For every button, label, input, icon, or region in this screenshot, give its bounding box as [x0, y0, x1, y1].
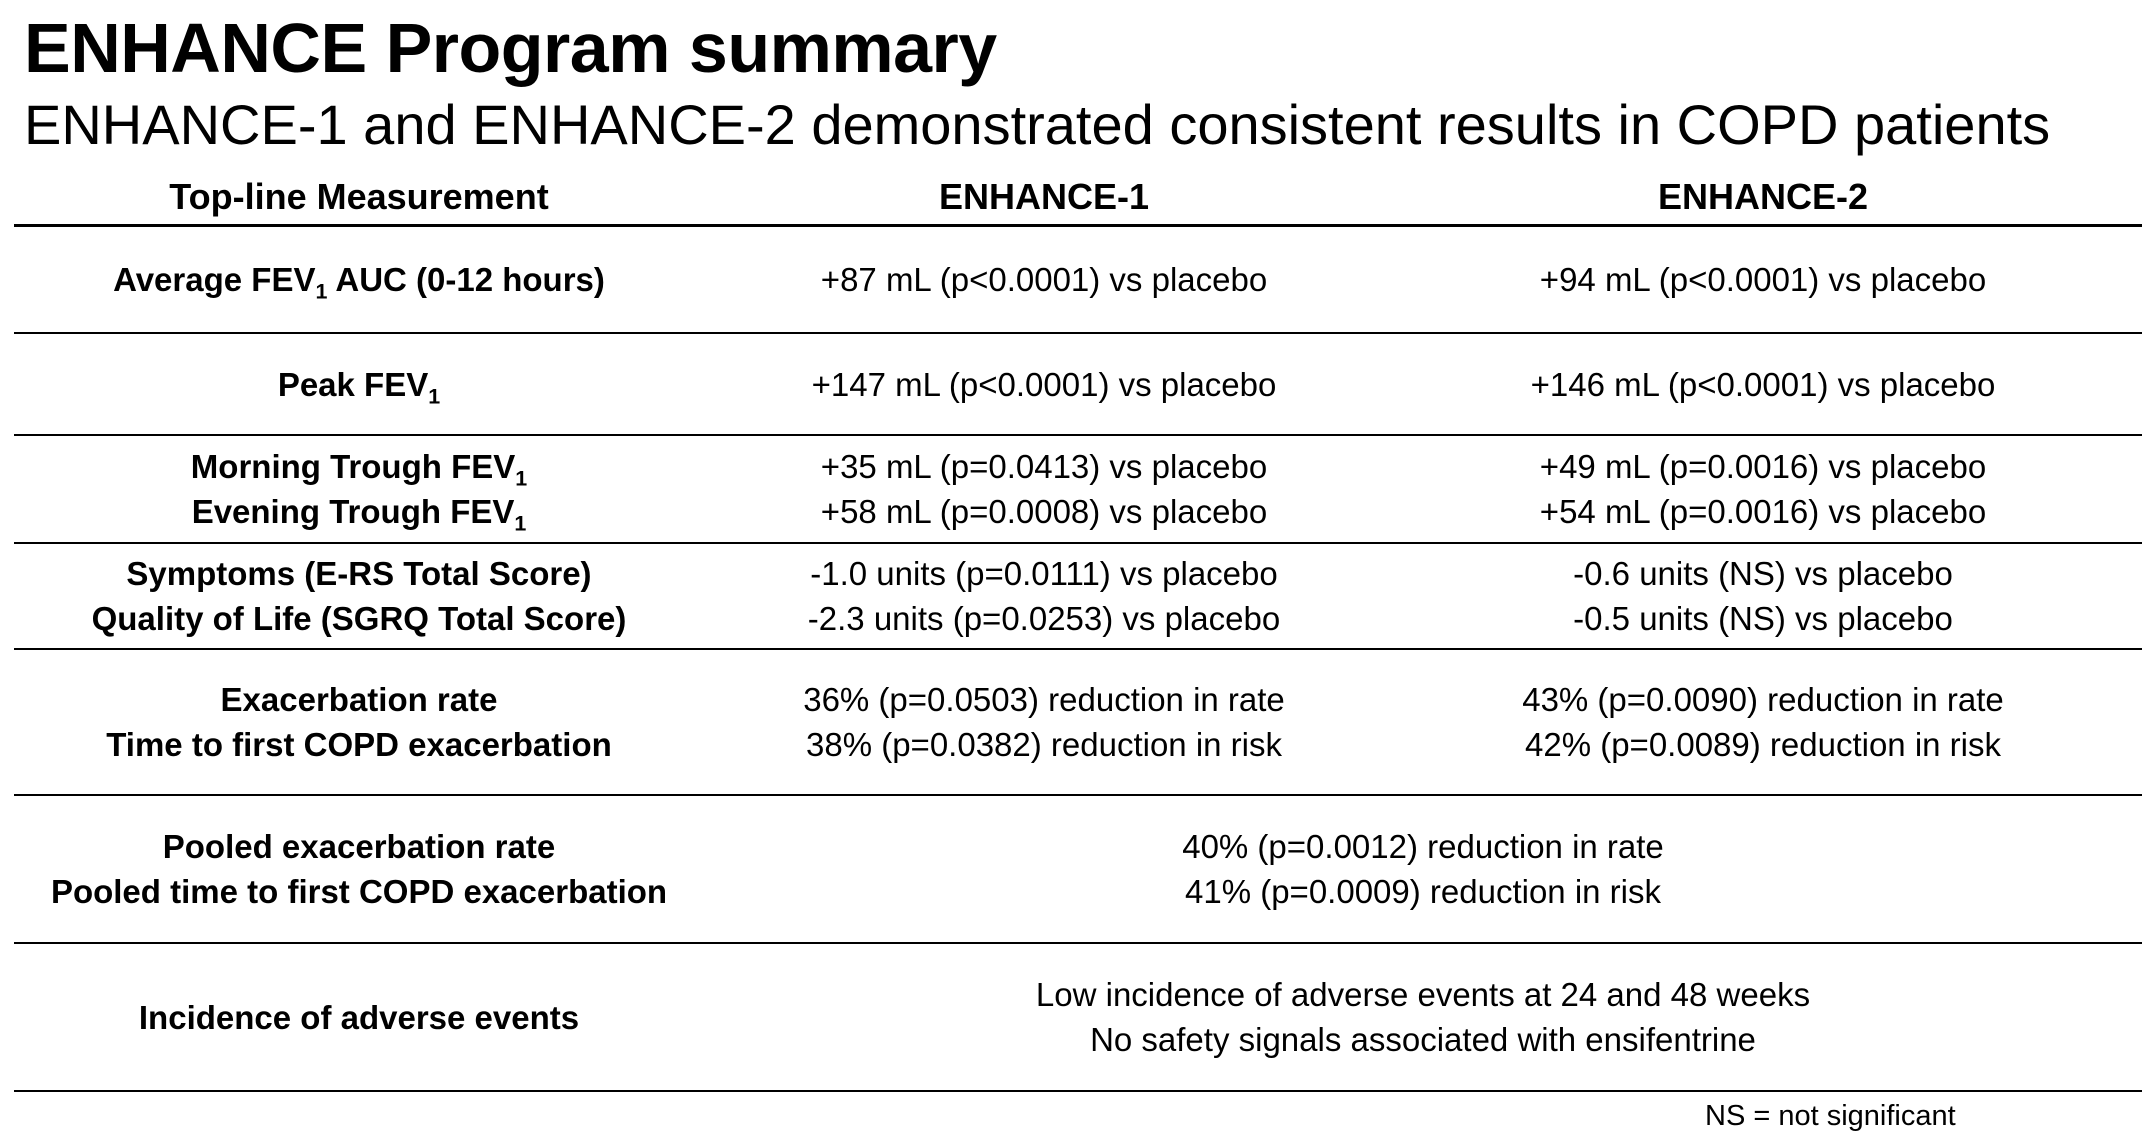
row-divider: [14, 942, 2142, 944]
enhance-1-value: 36% (p=0.0503) reduction in rate 38% (p=…: [704, 650, 1384, 794]
row-measure: Pooled exacerbation rate Pooled time to …: [14, 796, 704, 942]
measure-line: Quality of Life (SGRQ Total Score): [91, 600, 627, 637]
table-header: Top-line Measurement ENHANCE-1 ENHANCE-2: [14, 170, 2142, 222]
row-divider: [14, 1090, 2142, 1092]
enhance-1-value: +147 mL (p<0.0001) vs placebo: [811, 365, 1277, 403]
measure-text: Average FEV: [113, 260, 316, 298]
subscript: 1: [514, 511, 527, 536]
measure-text: Peak FEV: [277, 365, 429, 403]
measure-text: Morning Trough FEV: [190, 448, 516, 485]
value-line: 36% (p=0.0503) reduction in rate: [803, 681, 1285, 718]
value-line: 41% (p=0.0009) reduction in risk: [1184, 873, 1662, 910]
row-measure: Morning Trough FEV1 Evening Trough FEV1: [14, 436, 704, 542]
value-line: +35 mL (p=0.0413) vs placebo: [820, 448, 1268, 485]
measure-line: Evening Trough FEV1: [192, 489, 527, 534]
subscript: 1: [428, 384, 441, 408]
value-line: -0.5 units (NS) vs placebo: [1573, 600, 1953, 637]
value-line: 40% (p=0.0012) reduction in rate: [1182, 828, 1664, 865]
header-divider: [14, 224, 2142, 227]
value-line: -1.0 units (p=0.0111) vs placebo: [810, 555, 1278, 592]
row-divider: [14, 794, 2142, 796]
header-enhance-2: ENHANCE-2: [1657, 175, 1869, 217]
header-measurement: Top-line Measurement: [169, 175, 549, 217]
measure-line: Pooled time to first COPD exacerbation: [50, 873, 668, 910]
measure-line: Exacerbation rate: [220, 681, 498, 718]
table-row: Symptoms (E-RS Total Score) Quality of L…: [14, 544, 2142, 648]
enhance-1-value: -1.0 units (p=0.0111) vs placebo -2.3 un…: [704, 544, 1384, 648]
enhance-2-value: +94 mL (p<0.0001) vs placebo: [1539, 260, 1987, 298]
value-line: 43% (p=0.0090) reduction in rate: [1522, 681, 2004, 718]
subscript: 1: [315, 279, 328, 303]
row-divider: [14, 434, 2142, 436]
table-row: Average FEV1 AUC (0-12 hours) +87 mL (p<…: [14, 226, 2142, 332]
row-measure: Exacerbation rate Time to first COPD exa…: [14, 650, 704, 794]
enhance-1-value: +87 mL (p<0.0001) vs placebo: [820, 260, 1268, 298]
value-line: -0.6 units (NS) vs placebo: [1573, 555, 1953, 592]
value-line: +49 mL (p=0.0016) vs placebo: [1539, 448, 1987, 485]
header-enhance-1: ENHANCE-1: [938, 175, 1150, 217]
table-row: Morning Trough FEV1 Evening Trough FEV1 …: [14, 436, 2142, 542]
measure-line: Pooled exacerbation rate: [162, 828, 556, 865]
row-measure: Peak FEV1: [14, 334, 704, 434]
measure-line: Peak FEV1: [278, 362, 440, 407]
row-divider: [14, 542, 2142, 544]
footnote: NS = not significant: [1705, 1100, 1956, 1132]
row-measure: Incidence of adverse events: [138, 998, 580, 1036]
measure-text: Evening Trough FEV: [191, 493, 515, 530]
measure-line: Time to first COPD exacerbation: [106, 726, 612, 763]
row-measure: Average FEV1 AUC (0-12 hours): [14, 226, 704, 332]
page-subtitle: ENHANCE-1 and ENHANCE-2 demonstrated con…: [24, 93, 2051, 156]
enhance-2-value: -0.6 units (NS) vs placebo -0.5 units (N…: [1384, 544, 2142, 648]
row-divider: [14, 332, 2142, 334]
row-divider: [14, 648, 2142, 650]
enhance-2-value: 43% (p=0.0090) reduction in rate 42% (p=…: [1384, 650, 2142, 794]
page-title: ENHANCE Program summary: [24, 9, 997, 87]
enhance-1-value: +35 mL (p=0.0413) vs placebo +58 mL (p=0…: [704, 436, 1384, 542]
value-line: Low incidence of adverse events at 24 an…: [1035, 976, 1811, 1013]
table-row: Pooled exacerbation rate Pooled time to …: [14, 796, 2142, 942]
value-line: -2.3 units (p=0.0253) vs placebo: [807, 600, 1281, 637]
value-line: 38% (p=0.0382) reduction in risk: [805, 726, 1283, 763]
pooled-value: 40% (p=0.0012) reduction in rate 41% (p=…: [704, 796, 2142, 942]
measure-line: Symptoms (E-RS Total Score): [126, 555, 592, 592]
safety-value: Low incidence of adverse events at 24 an…: [704, 944, 2142, 1090]
measure-line: Average FEV1 AUC (0-12 hours): [113, 257, 605, 302]
value-line: No safety signals associated with ensife…: [1090, 1021, 1756, 1058]
table-row: Peak FEV1 +147 mL (p<0.0001) vs placebo …: [14, 334, 2142, 434]
enhance-2-value: +146 mL (p<0.0001) vs placebo: [1530, 365, 1996, 403]
measure-text: AUC (0-12 hours): [335, 260, 605, 298]
row-measure: Symptoms (E-RS Total Score) Quality of L…: [14, 544, 704, 648]
value-line: +58 mL (p=0.0008) vs placebo: [820, 493, 1268, 530]
subscript: 1: [515, 466, 528, 491]
value-line: 42% (p=0.0089) reduction in risk: [1524, 726, 2002, 763]
value-line: +54 mL (p=0.0016) vs placebo: [1539, 493, 1987, 530]
enhance-2-value: +49 mL (p=0.0016) vs placebo +54 mL (p=0…: [1384, 436, 2142, 542]
table-row: Exacerbation rate Time to first COPD exa…: [14, 650, 2142, 794]
table-row: Incidence of adverse events Low incidenc…: [14, 944, 2142, 1090]
measure-line: Morning Trough FEV1: [191, 444, 527, 489]
